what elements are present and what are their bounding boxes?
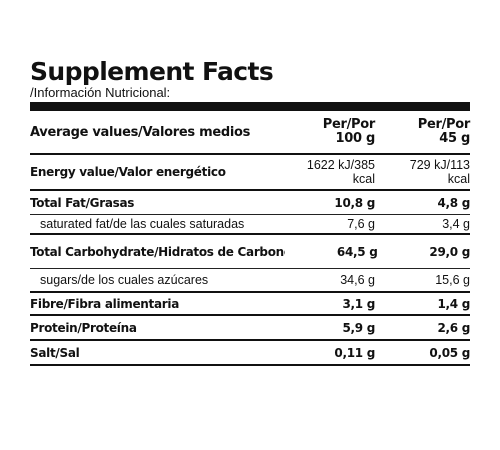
- row-value-per-100g: 0,11 g: [334, 345, 375, 360]
- table-row-total-carbohydrate: Total Carbohydrate/Hidratos de Carbono 6…: [30, 235, 470, 269]
- panel-subtitle: /Información Nutricional:: [30, 85, 171, 100]
- column-header-per-100g-line2: 100 g: [335, 131, 376, 146]
- row-value-per-100g: 64,5 g: [336, 244, 378, 259]
- row-value-per-100g: 34,6 g: [340, 273, 375, 287]
- supplement-facts-panel: Supplement Facts /Información Nutriciona…: [30, 58, 470, 366]
- row-value-per-serving-line1: 729 kJ/113: [409, 158, 470, 172]
- panel-title: Supplement Facts: [30, 57, 274, 86]
- column-header-row: Average values/Valores medios Per/Por 10…: [30, 111, 470, 155]
- row-value-per-serving: 29,0 g: [429, 244, 470, 259]
- row-value-per-100g-line2: kcal: [352, 172, 375, 186]
- row-label: Fibre/Fibra alimentaria: [30, 296, 180, 311]
- table-row-salt: Salt/Sal 0,11 g 0,05 g: [30, 341, 470, 366]
- table-row-fibre: Fibre/Fibra alimentaria 3,1 g 1,4 g: [30, 293, 470, 316]
- column-header-per-serving: Per/Por 45 g: [375, 117, 471, 146]
- table-row-protein: Protein/Proteína 5,9 g 2,6 g: [30, 316, 470, 341]
- row-label: sugars/de los cuales azúcares: [40, 273, 209, 287]
- thick-divider: [30, 102, 470, 111]
- column-header-per-100g: Per/Por 100 g: [280, 117, 376, 146]
- column-header-per-serving-line1: Per/Por: [417, 117, 471, 132]
- row-label: Salt/Sal: [30, 345, 80, 360]
- table-row-total-fat: Total Fat/Grasas 10,8 g 4,8 g: [30, 191, 470, 215]
- row-value-per-100g: 7,6 g: [347, 217, 375, 231]
- row-value-per-serving: 729 kJ/113 kcal: [375, 158, 470, 186]
- row-value-per-serving: 0,05 g: [429, 345, 470, 360]
- column-header-per-100g-line1: Per/Por: [322, 117, 376, 132]
- row-value-per-100g: 5,9 g: [342, 320, 375, 335]
- row-label: saturated fat/de las cuales saturadas: [40, 217, 245, 231]
- table-row-energy: Energy value/Valor energético 1622 kJ/38…: [30, 155, 470, 191]
- row-value-per-100g: 10,8 g: [334, 195, 375, 210]
- table-row-sugars: sugars/de los cuales azúcares 34,6 g 15,…: [30, 269, 470, 293]
- row-label: Energy value/Valor energético: [30, 165, 226, 179]
- row-value-per-100g: 1622 kJ/385 kcal: [280, 158, 375, 186]
- row-label: Total Fat/Grasas: [30, 195, 135, 210]
- row-value-per-serving: 2,6 g: [437, 320, 470, 335]
- row-value-per-serving: 3,4 g: [442, 217, 470, 231]
- row-value-per-serving-line2: kcal: [447, 172, 470, 186]
- table-row-saturated-fat: saturated fat/de las cuales saturadas 7,…: [30, 215, 470, 235]
- column-header-label: Average values/Valores medios: [30, 124, 251, 140]
- row-value-per-serving: 4,8 g: [437, 195, 470, 210]
- row-label: Protein/Proteína: [30, 320, 137, 335]
- row-value-per-100g-line1: 1622 kJ/385: [306, 158, 375, 172]
- column-header-per-serving-line2: 45 g: [439, 131, 470, 146]
- row-value-per-serving: 15,6 g: [435, 273, 470, 287]
- row-value-per-serving: 1,4 g: [437, 296, 470, 311]
- row-label: Total Carbohydrate/Hidratos de Carbono: [30, 244, 285, 259]
- row-value-per-100g: 3,1 g: [342, 296, 375, 311]
